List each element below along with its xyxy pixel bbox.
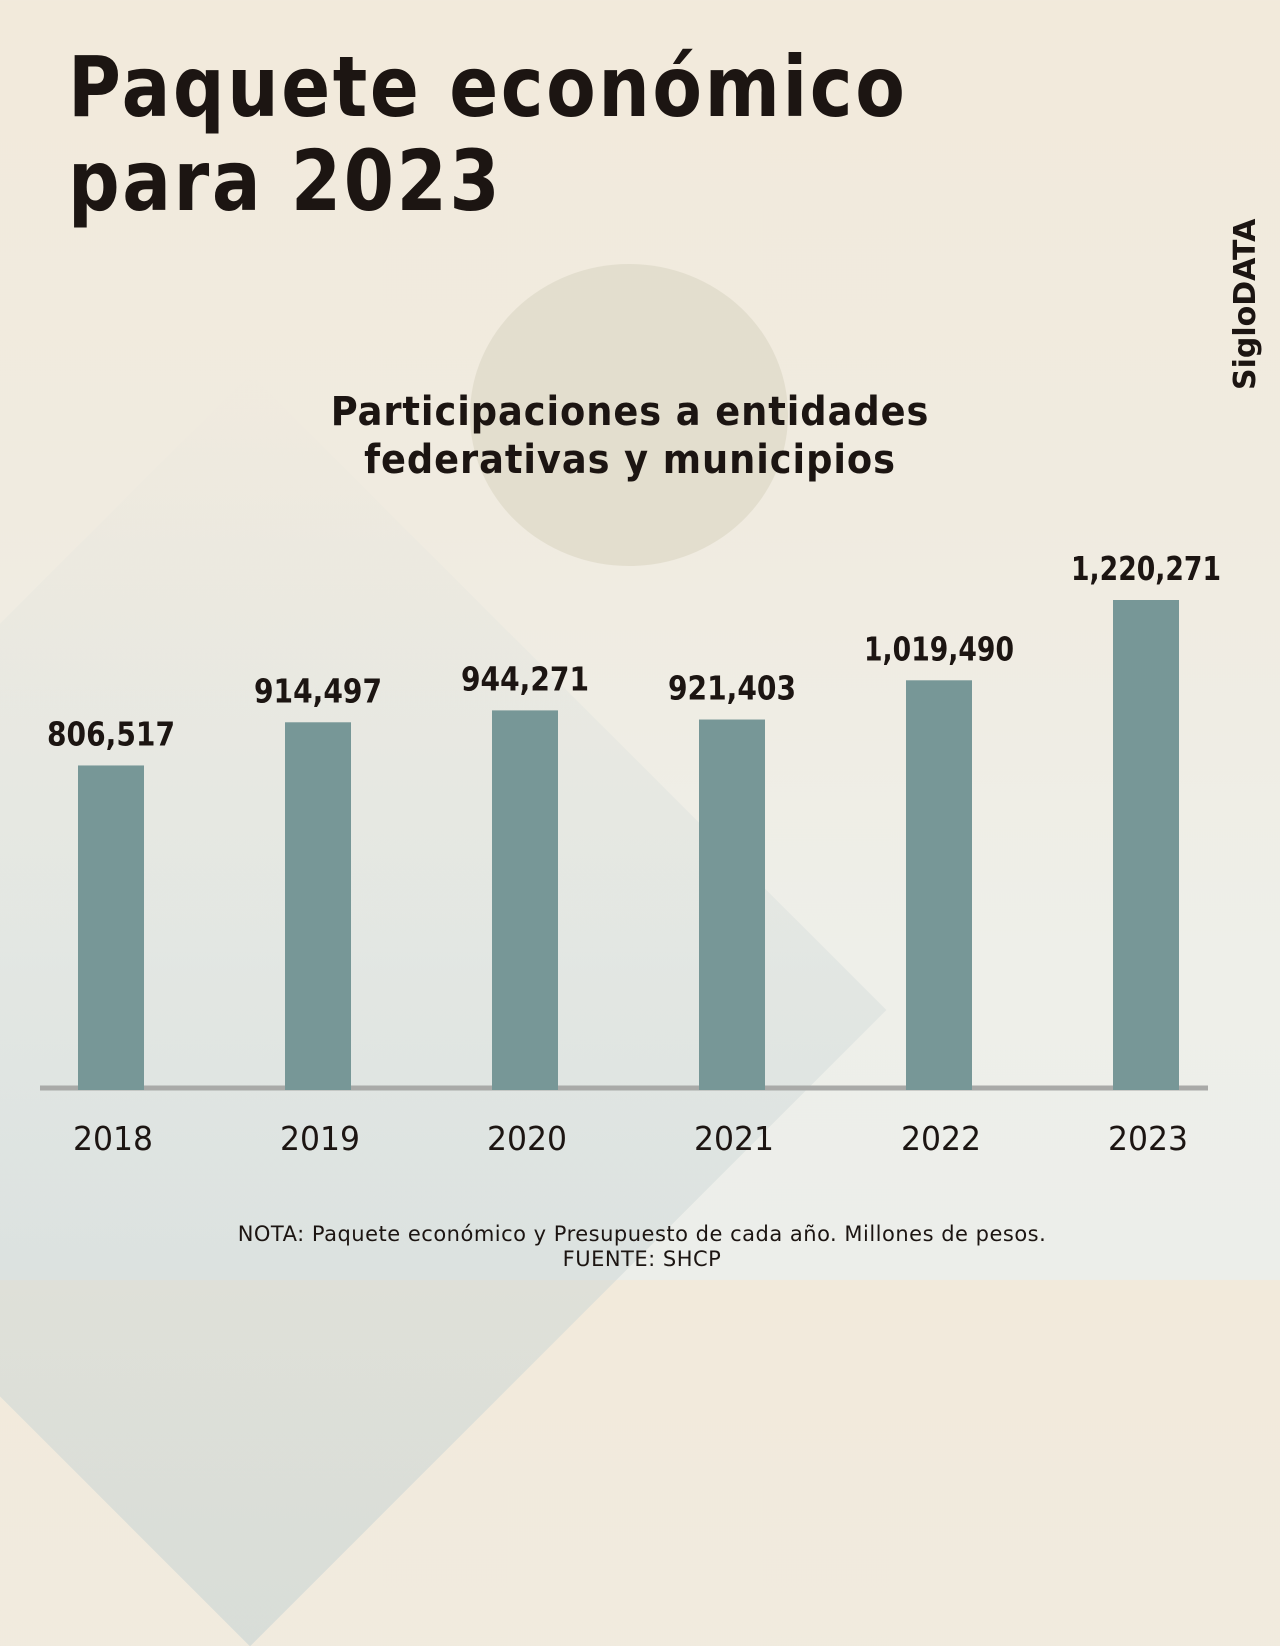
footnote-source: FUENTE: SHCP <box>562 1247 722 1271</box>
bar-2022 <box>906 680 972 1090</box>
value-label-2022: 1,019,490 <box>864 629 1014 668</box>
x-tick-label-2019: 2019 <box>280 1119 360 1158</box>
x-tick-label-2018: 2018 <box>73 1119 153 1158</box>
value-label-2020: 944,271 <box>461 659 589 698</box>
chart-title: Participaciones a entidades federativas … <box>0 388 1260 484</box>
bar-2021 <box>699 719 765 1090</box>
chart-title-line-1: Participaciones a entidades <box>330 389 930 435</box>
chart-title-line-2: federativas y municipios <box>364 437 896 483</box>
value-label-2019: 914,497 <box>254 671 382 710</box>
x-tick-label-2022: 2022 <box>901 1119 981 1158</box>
bar-2023 <box>1113 600 1179 1090</box>
background-circle <box>470 264 788 566</box>
title-line-2: para 2023 <box>68 132 503 230</box>
value-label-2018: 806,517 <box>47 714 175 753</box>
bar-chart: 806,517 2018 914,497 2019 944,271 2020 921,403… <box>40 549 1221 1158</box>
value-label-2021: 921,403 <box>668 669 796 708</box>
bar-2018 <box>78 765 144 1090</box>
bar-2019 <box>285 722 351 1090</box>
value-label-2023: 1,220,271 <box>1071 549 1221 588</box>
footnote: NOTA: Paquete económico y Presupuesto de… <box>0 1222 1280 1272</box>
page-title: Paquete económico para 2023 <box>68 40 907 228</box>
x-tick-label-2021: 2021 <box>694 1119 774 1158</box>
title-line-1: Paquete económico <box>68 38 908 136</box>
x-tick-label-2023: 2023 <box>1108 1119 1188 1158</box>
bar-2020 <box>492 710 558 1090</box>
x-tick-label-2020: 2020 <box>487 1119 567 1158</box>
footnote-note: NOTA: Paquete económico y Presupuesto de… <box>237 1222 1047 1246</box>
